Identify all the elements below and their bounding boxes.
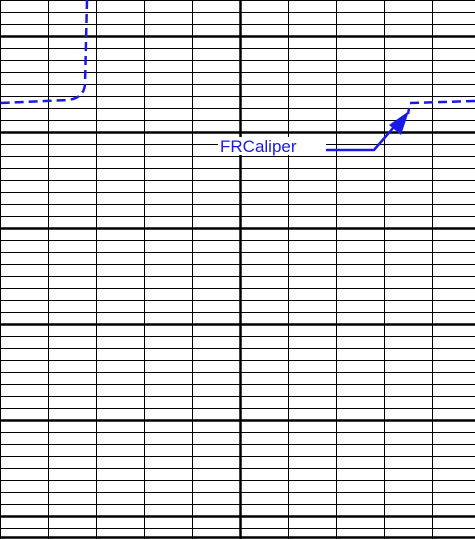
caliper-curve-left xyxy=(0,0,89,105)
caliper-curve-right xyxy=(406,99,475,115)
leader-arrowhead xyxy=(389,111,409,135)
label-background xyxy=(218,137,326,155)
label-leader xyxy=(326,119,401,152)
curve-label: FRCaliper xyxy=(220,137,297,156)
